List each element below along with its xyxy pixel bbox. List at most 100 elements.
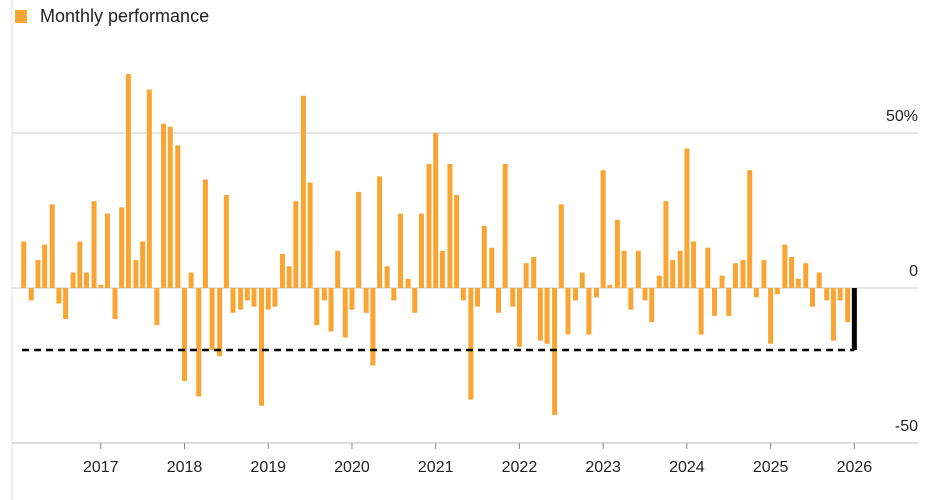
bar — [510, 288, 516, 307]
x-tick-label: 2019 — [250, 459, 286, 476]
bar — [342, 288, 348, 338]
bar — [398, 213, 404, 288]
y-tick-label: 0 — [909, 263, 918, 280]
bar — [265, 288, 271, 310]
bar — [154, 288, 160, 326]
bar — [98, 284, 104, 288]
bar — [125, 74, 131, 288]
y-tick-label: -50 — [895, 418, 918, 435]
bar — [502, 164, 508, 288]
x-tick-label: 2021 — [418, 459, 454, 476]
bar — [251, 288, 257, 307]
bar — [719, 275, 725, 288]
bar — [614, 219, 620, 288]
bar — [782, 244, 788, 288]
bar — [335, 250, 341, 288]
bar — [412, 288, 418, 313]
bar — [552, 288, 558, 416]
bar — [740, 260, 746, 288]
x-tick-label: 2026 — [837, 459, 873, 476]
bar — [691, 241, 697, 288]
bar — [768, 288, 774, 344]
legend-label: Monthly performance — [40, 6, 209, 26]
bar — [91, 201, 97, 288]
bar — [300, 95, 306, 288]
bar — [573, 288, 579, 301]
bar — [656, 275, 662, 288]
bar — [705, 247, 711, 288]
bar — [684, 148, 690, 288]
bar — [202, 179, 208, 288]
bar — [475, 288, 481, 307]
bar — [670, 260, 676, 288]
bar — [677, 250, 683, 288]
bar — [516, 288, 522, 347]
bar — [712, 288, 718, 316]
bar — [175, 145, 181, 288]
bar — [824, 288, 830, 301]
bar — [244, 288, 250, 301]
bar — [726, 288, 732, 316]
bar — [481, 226, 487, 288]
bar — [405, 278, 411, 288]
bar — [356, 191, 362, 288]
x-tick-label: 2020 — [334, 459, 370, 476]
bar — [489, 247, 495, 288]
bar — [523, 263, 529, 288]
bar — [439, 250, 445, 288]
bar — [104, 213, 110, 288]
bar — [209, 288, 215, 350]
bar — [238, 288, 244, 310]
bar — [586, 288, 592, 335]
bar — [161, 123, 167, 288]
bar — [663, 201, 669, 288]
bar — [217, 288, 223, 357]
bar — [795, 278, 801, 288]
bar — [558, 204, 564, 288]
x-tick-label: 2024 — [669, 459, 705, 476]
bar — [112, 288, 118, 319]
bar — [28, 288, 34, 301]
bar — [635, 250, 641, 288]
bar — [537, 288, 543, 341]
x-tick-label: 2023 — [585, 459, 621, 476]
bar — [167, 126, 173, 288]
bar — [146, 89, 152, 288]
bar — [837, 288, 843, 301]
bar — [628, 288, 634, 310]
bar — [544, 288, 550, 344]
x-tick-label: 2017 — [83, 459, 119, 476]
bar — [698, 288, 704, 335]
bar — [774, 288, 780, 295]
bar — [845, 288, 851, 323]
bar — [196, 288, 202, 397]
bar — [349, 288, 355, 310]
legend-swatch — [15, 10, 27, 23]
bar — [816, 272, 822, 288]
bar — [77, 241, 83, 288]
bar — [454, 195, 460, 288]
bar — [119, 207, 125, 288]
bar — [42, 244, 48, 288]
bar — [607, 284, 613, 288]
bar — [565, 288, 571, 335]
bar — [732, 263, 738, 288]
bar — [56, 288, 62, 304]
bar — [447, 164, 453, 288]
bar — [384, 266, 390, 288]
bar — [21, 241, 27, 288]
bar — [133, 260, 139, 288]
bar — [531, 257, 537, 288]
bar — [753, 288, 759, 298]
bar — [642, 288, 648, 301]
bar — [314, 288, 320, 326]
bar — [188, 272, 194, 288]
bar — [418, 213, 424, 288]
bar — [272, 288, 278, 307]
bar — [370, 288, 376, 366]
bar — [230, 288, 236, 313]
bar — [49, 204, 55, 288]
bar — [377, 176, 383, 288]
bar — [181, 288, 187, 381]
